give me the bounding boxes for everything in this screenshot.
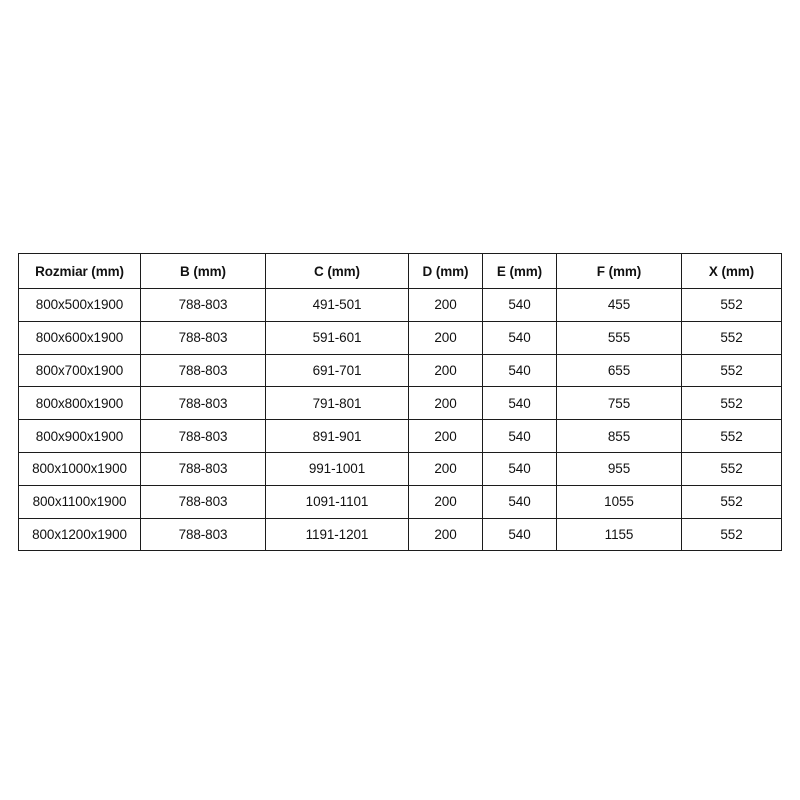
cell-e: 540 bbox=[482, 419, 557, 453]
cell-f: 955 bbox=[556, 451, 682, 486]
cell-b: 788-803 bbox=[140, 419, 266, 453]
cell-c: 991-1001 bbox=[265, 451, 409, 486]
cell-d: 200 bbox=[408, 517, 483, 552]
cell-c: 591-601 bbox=[265, 320, 409, 355]
column-header-f: F (mm) bbox=[556, 253, 682, 289]
cell-b: 788-803 bbox=[140, 386, 266, 421]
column-header-d: D (mm) bbox=[408, 253, 483, 289]
dimensions-table: Rozmiar (mm) B (mm) C (mm) D (mm) E (mm) F (m… bbox=[18, 253, 782, 552]
cell-c: 791-801 bbox=[265, 386, 409, 421]
table-row: 800x600x1900 788-803 591-601 200 540 555 552 bbox=[18, 320, 782, 355]
column-header-b: B (mm) bbox=[140, 253, 266, 289]
cell-e: 540 bbox=[482, 517, 557, 552]
cell-x: 552 bbox=[681, 419, 782, 453]
cell-size: 800x1200x1900 bbox=[18, 517, 141, 552]
cell-f: 455 bbox=[556, 288, 682, 322]
cell-x: 552 bbox=[681, 517, 782, 552]
cell-x: 552 bbox=[681, 451, 782, 486]
cell-d: 200 bbox=[408, 320, 483, 355]
cell-b: 788-803 bbox=[140, 451, 266, 486]
cell-e: 540 bbox=[482, 451, 557, 486]
cell-x: 552 bbox=[681, 484, 782, 519]
table-row: 800x1000x1900 788-803 991-1001 200 540 955 552 bbox=[18, 451, 782, 486]
cell-c: 691-701 bbox=[265, 353, 409, 388]
cell-x: 552 bbox=[681, 353, 782, 388]
cell-x: 552 bbox=[681, 320, 782, 355]
cell-x: 552 bbox=[681, 288, 782, 322]
cell-b: 788-803 bbox=[140, 353, 266, 388]
cell-size: 800x1000x1900 bbox=[18, 451, 141, 486]
table-row: 800x700x1900 788-803 691-701 200 540 655 552 bbox=[18, 353, 782, 388]
table-row: 800x900x1900 788-803 891-901 200 540 855 552 bbox=[18, 419, 782, 453]
column-header-size: Rozmiar (mm) bbox=[18, 253, 141, 289]
cell-f: 755 bbox=[556, 386, 682, 421]
cell-b: 788-803 bbox=[140, 288, 266, 322]
cell-f: 555 bbox=[556, 320, 682, 355]
cell-f: 655 bbox=[556, 353, 682, 388]
column-header-c: C (mm) bbox=[265, 253, 409, 289]
cell-f: 1055 bbox=[556, 484, 682, 519]
cell-size: 800x500x1900 bbox=[18, 288, 141, 322]
column-header-e: E (mm) bbox=[482, 253, 557, 289]
cell-f: 1155 bbox=[556, 517, 682, 552]
cell-e: 540 bbox=[482, 288, 557, 322]
cell-d: 200 bbox=[408, 386, 483, 421]
cell-c: 1191-1201 bbox=[265, 517, 409, 552]
cell-size: 800x800x1900 bbox=[18, 386, 141, 421]
cell-d: 200 bbox=[408, 353, 483, 388]
cell-e: 540 bbox=[482, 386, 557, 421]
cell-size: 800x1100x1900 bbox=[18, 484, 141, 519]
cell-b: 788-803 bbox=[140, 484, 266, 519]
cell-b: 788-803 bbox=[140, 517, 266, 552]
cell-size: 800x700x1900 bbox=[18, 353, 141, 388]
cell-d: 200 bbox=[408, 451, 483, 486]
table-row: 800x1200x1900 788-803 1191-1201 200 540 1155 5… bbox=[18, 517, 782, 552]
specification-table-container: Rozmiar (mm) B (mm) C (mm) D (mm) E (mm) F (m… bbox=[18, 253, 782, 552]
cell-f: 855 bbox=[556, 419, 682, 453]
table-row: 800x1100x1900 788-803 1091-1101 200 540 1055 5… bbox=[18, 484, 782, 519]
cell-size: 800x900x1900 bbox=[18, 419, 141, 453]
cell-size: 800x600x1900 bbox=[18, 320, 141, 355]
cell-c: 891-901 bbox=[265, 419, 409, 453]
table-header: Rozmiar (mm) B (mm) C (mm) D (mm) E (mm) F (m… bbox=[18, 253, 782, 289]
column-header-x: X (mm) bbox=[681, 253, 782, 289]
cell-e: 540 bbox=[482, 320, 557, 355]
cell-d: 200 bbox=[408, 484, 483, 519]
table-row: 800x500x1900 788-803 491-501 200 540 455 552 bbox=[18, 288, 782, 322]
cell-c: 491-501 bbox=[265, 288, 409, 322]
cell-e: 540 bbox=[482, 353, 557, 388]
table-body: 800x500x1900 788-803 491-501 200 540 455 552 80… bbox=[18, 288, 782, 552]
cell-b: 788-803 bbox=[140, 320, 266, 355]
table-header-row: Rozmiar (mm) B (mm) C (mm) D (mm) E (mm) F (m… bbox=[18, 253, 782, 289]
table-row: 800x800x1900 788-803 791-801 200 540 755 552 bbox=[18, 386, 782, 421]
cell-d: 200 bbox=[408, 288, 483, 322]
cell-e: 540 bbox=[482, 484, 557, 519]
cell-d: 200 bbox=[408, 419, 483, 453]
cell-c: 1091-1101 bbox=[265, 484, 409, 519]
cell-x: 552 bbox=[681, 386, 782, 421]
